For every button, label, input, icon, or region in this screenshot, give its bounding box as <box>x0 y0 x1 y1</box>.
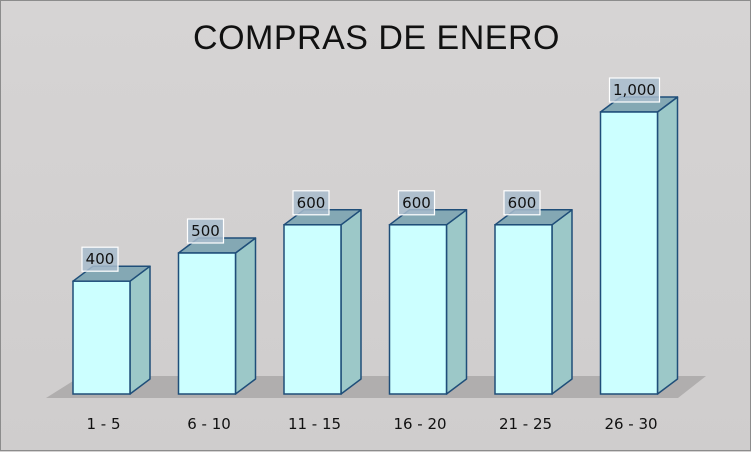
bar-1 <box>72 265 151 395</box>
x-tick-label: 16 - 20 <box>393 415 446 433</box>
bar-side <box>129 265 151 395</box>
data-label: 1,000 <box>613 81 656 99</box>
bar-side <box>656 96 679 395</box>
chart-title: COMPRAS DE ENERO <box>193 19 560 57</box>
data-label-box <box>397 190 436 216</box>
bar-side <box>445 209 468 395</box>
data-label-box <box>81 246 119 272</box>
data-label: 500 <box>191 222 220 240</box>
bar-front <box>388 224 448 395</box>
bar-3 <box>283 209 362 395</box>
bar-front <box>72 280 131 395</box>
data-label-box <box>608 77 661 103</box>
bar-front <box>599 111 659 395</box>
data-label-box <box>503 190 541 216</box>
bar-6 <box>599 96 679 395</box>
x-tick-label: 11 - 15 <box>288 415 341 433</box>
data-label-box <box>292 190 330 216</box>
bar-side <box>551 209 573 395</box>
bar-front <box>177 252 237 395</box>
data-label-box <box>186 218 225 244</box>
data-label: 600 <box>508 194 537 212</box>
bar-5 <box>494 209 573 395</box>
bar-side <box>340 209 362 395</box>
bar-side <box>234 237 257 395</box>
bar-front <box>283 224 342 395</box>
data-label: 600 <box>297 194 326 212</box>
data-label: 400 <box>86 250 115 268</box>
bar-front <box>494 224 553 395</box>
bar-2 <box>177 237 257 395</box>
x-tick-label: 21 - 25 <box>499 415 552 433</box>
data-label: 600 <box>402 194 431 212</box>
x-tick-label: 1 - 5 <box>86 415 120 433</box>
x-tick-label: 6 - 10 <box>187 415 231 433</box>
bar-4 <box>388 209 468 395</box>
x-tick-label: 26 - 30 <box>604 415 657 433</box>
